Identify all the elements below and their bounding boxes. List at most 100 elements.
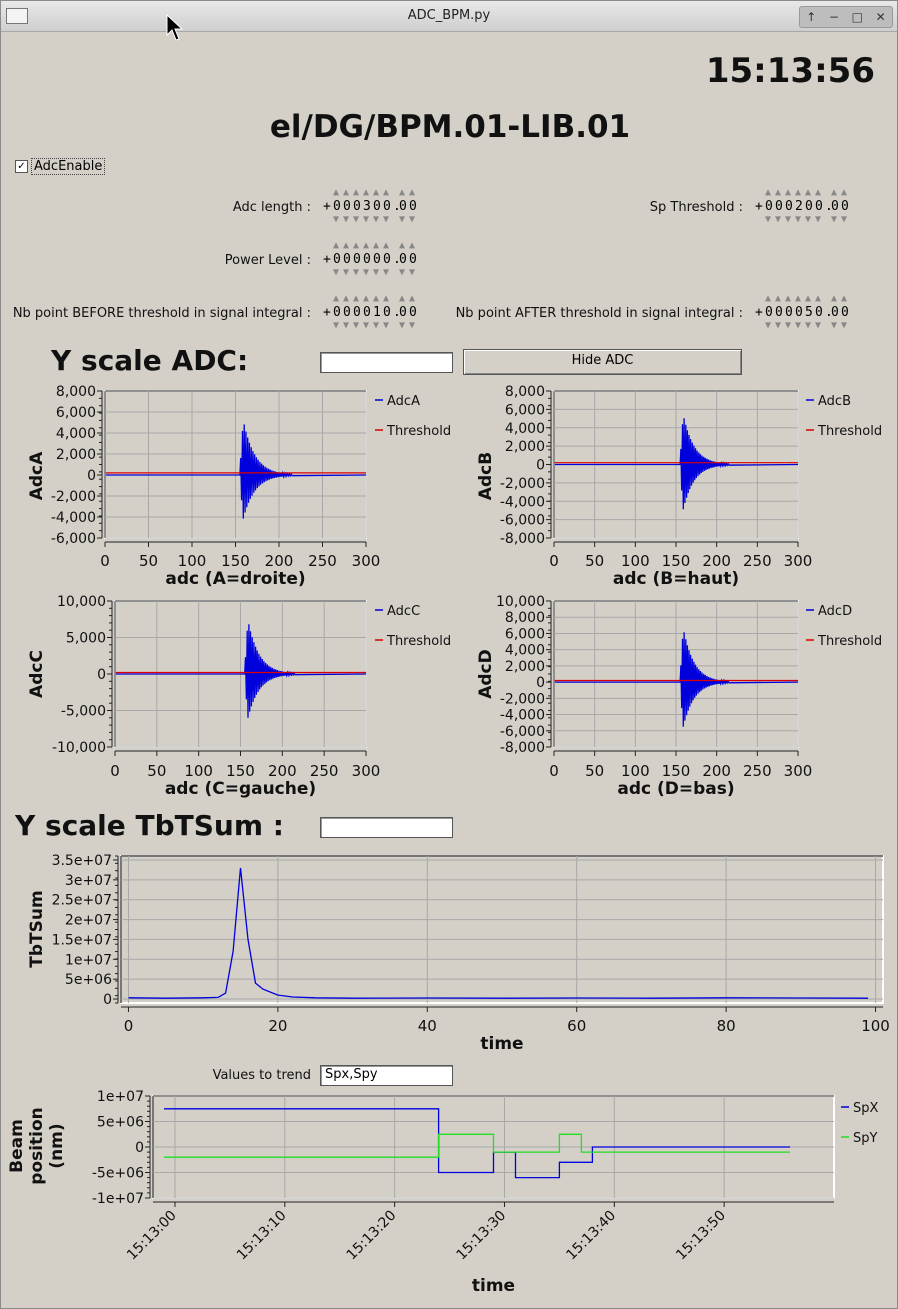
wheel-down-arrow-icon[interactable]: ▼ bbox=[343, 320, 350, 331]
wheel-up-arrow-icon[interactable]: ▲ bbox=[841, 293, 848, 304]
y-scale-adc-input[interactable] bbox=[320, 352, 453, 373]
wheel-up-arrow-icon[interactable]: ▲ bbox=[805, 293, 812, 304]
wheel-digit[interactable]: 0 bbox=[785, 199, 793, 214]
adc-a-plot[interactable]: 8,0006,0004,0002,0000-2,000-4,000-6,0000… bbox=[1, 381, 450, 593]
wheel-digit[interactable]: 0 bbox=[373, 252, 381, 267]
wheel-digit[interactable]: 0 bbox=[765, 199, 773, 214]
wheel-digit[interactable]: 5 bbox=[805, 305, 813, 320]
trend-input[interactable]: Spx,Spy bbox=[320, 1065, 453, 1086]
shade-icon[interactable]: ↑ bbox=[806, 10, 817, 24]
wheel-up-arrow-icon[interactable]: ▲ bbox=[383, 240, 390, 251]
wheel-down-arrow-icon[interactable]: ▼ bbox=[805, 214, 812, 225]
wheel-digit[interactable]: 0 bbox=[399, 252, 407, 267]
wheel-digit[interactable]: 0 bbox=[795, 305, 803, 320]
wheel-down-arrow-icon[interactable]: ▼ bbox=[815, 320, 822, 331]
window-menu-icon[interactable] bbox=[6, 8, 28, 24]
wheel-down-arrow-icon[interactable]: ▼ bbox=[343, 267, 350, 278]
y-scale-tbt-input[interactable] bbox=[320, 817, 453, 838]
wheel-digit[interactable]: 0 bbox=[343, 252, 351, 267]
wheel-down-arrow-icon[interactable]: ▼ bbox=[765, 214, 772, 225]
tbt-sum-plot[interactable]: 3.5e+07 3e+07 2.5e+07 2e+07 1.5e+07 1e+07 5e+0… bbox=[1, 847, 898, 1057]
wheel-up-arrow-icon[interactable]: ▲ bbox=[343, 293, 350, 304]
wheel-digit[interactable]: 0 bbox=[333, 305, 341, 320]
wheel-down-arrow-icon[interactable]: ▼ bbox=[795, 320, 802, 331]
wheel-digit[interactable]: 0 bbox=[353, 199, 361, 214]
wheel-up-arrow-icon[interactable]: ▲ bbox=[333, 293, 340, 304]
wheel-digit[interactable]: 0 bbox=[409, 305, 417, 320]
wheel-up-arrow-icon[interactable]: ▲ bbox=[363, 187, 370, 198]
wheel-up-arrow-icon[interactable]: ▲ bbox=[831, 293, 838, 304]
wheel-up-arrow-icon[interactable]: ▲ bbox=[333, 187, 340, 198]
wheel-up-arrow-icon[interactable]: ▲ bbox=[765, 293, 772, 304]
wheel-up-arrow-icon[interactable]: ▲ bbox=[815, 187, 822, 198]
wheel-digit[interactable]: 3 bbox=[363, 199, 371, 214]
wheel-digit[interactable]: 0 bbox=[805, 199, 813, 214]
wheel-down-arrow-icon[interactable]: ▼ bbox=[343, 214, 350, 225]
maximize-icon[interactable]: □ bbox=[851, 10, 863, 24]
wheel-digit[interactable]: 0 bbox=[399, 305, 407, 320]
wheel-digit[interactable]: 0 bbox=[333, 199, 341, 214]
wheel-up-arrow-icon[interactable]: ▲ bbox=[373, 187, 380, 198]
wheel-digit[interactable]: 0 bbox=[409, 252, 417, 267]
adc-enable-checkbox[interactable]: ✓ AdcEnable bbox=[15, 158, 106, 175]
wheel-digit[interactable]: 0 bbox=[383, 199, 391, 214]
wheel-digit[interactable]: 1 bbox=[373, 305, 381, 320]
wheel-down-arrow-icon[interactable]: ▼ bbox=[363, 320, 370, 331]
wheel-up-arrow-icon[interactable]: ▲ bbox=[373, 293, 380, 304]
minimize-icon[interactable]: − bbox=[828, 10, 840, 24]
wheel-down-arrow-icon[interactable]: ▼ bbox=[383, 320, 390, 331]
wheel-down-arrow-icon[interactable]: ▼ bbox=[333, 320, 340, 331]
wheel-up-arrow-icon[interactable]: ▲ bbox=[785, 187, 792, 198]
wheel-up-arrow-icon[interactable]: ▲ bbox=[841, 187, 848, 198]
adc-b-plot[interactable]: 8,000 6,000 4,000 2,000 0 -2,000 -4,000 -6,000 -… bbox=[450, 381, 898, 593]
wheel-digit[interactable]: 0 bbox=[775, 199, 783, 214]
wheel-down-arrow-icon[interactable]: ▼ bbox=[333, 214, 340, 225]
wheel-down-arrow-icon[interactable]: ▼ bbox=[841, 320, 848, 331]
wheel-digit[interactable]: 0 bbox=[841, 305, 849, 320]
wheel-digit[interactable]: 0 bbox=[333, 252, 341, 267]
wheel-down-arrow-icon[interactable]: ▼ bbox=[399, 320, 406, 331]
wheel-up-arrow-icon[interactable]: ▲ bbox=[353, 293, 360, 304]
wheel-down-arrow-icon[interactable]: ▼ bbox=[363, 267, 370, 278]
wheel-digit[interactable]: 0 bbox=[383, 252, 391, 267]
wheel-up-arrow-icon[interactable]: ▲ bbox=[409, 240, 416, 251]
wheel-up-arrow-icon[interactable]: ▲ bbox=[399, 240, 406, 251]
wheel-down-arrow-icon[interactable]: ▼ bbox=[353, 320, 360, 331]
wheel-up-arrow-icon[interactable]: ▲ bbox=[343, 187, 350, 198]
wheel-down-arrow-icon[interactable]: ▼ bbox=[353, 267, 360, 278]
wheel-up-arrow-icon[interactable]: ▲ bbox=[383, 293, 390, 304]
wheel-digit[interactable]: 2 bbox=[795, 199, 803, 214]
wheel-up-arrow-icon[interactable]: ▲ bbox=[409, 293, 416, 304]
wheel-down-arrow-icon[interactable]: ▼ bbox=[775, 214, 782, 225]
wheel-digit[interactable]: 0 bbox=[831, 199, 839, 214]
wheel-digit[interactable]: 0 bbox=[373, 199, 381, 214]
wheel-up-arrow-icon[interactable]: ▲ bbox=[409, 187, 416, 198]
wheel-up-arrow-icon[interactable]: ▲ bbox=[815, 293, 822, 304]
wheel-down-arrow-icon[interactable]: ▼ bbox=[383, 214, 390, 225]
wheel-down-arrow-icon[interactable]: ▼ bbox=[831, 320, 838, 331]
wheel-digit[interactable]: 0 bbox=[841, 199, 849, 214]
wheel-down-arrow-icon[interactable]: ▼ bbox=[353, 214, 360, 225]
wheel-digit[interactable]: 0 bbox=[383, 305, 391, 320]
wheel-up-arrow-icon[interactable]: ▲ bbox=[363, 240, 370, 251]
wheel-up-arrow-icon[interactable]: ▲ bbox=[399, 293, 406, 304]
wheel-up-arrow-icon[interactable]: ▲ bbox=[795, 293, 802, 304]
wheel-up-arrow-icon[interactable]: ▲ bbox=[353, 187, 360, 198]
wheel-down-arrow-icon[interactable]: ▼ bbox=[373, 267, 380, 278]
wheel-down-arrow-icon[interactable]: ▼ bbox=[383, 267, 390, 278]
wheel-digit[interactable]: 0 bbox=[363, 252, 371, 267]
wheel-down-arrow-icon[interactable]: ▼ bbox=[399, 214, 406, 225]
wheel-digit[interactable]: 0 bbox=[343, 199, 351, 214]
wheel-down-arrow-icon[interactable]: ▼ bbox=[805, 320, 812, 331]
wheel-digit[interactable]: 0 bbox=[353, 305, 361, 320]
adc-d-plot[interactable]: 10,0008,0006,0004,0002,0000-2,000-4,000-… bbox=[450, 593, 898, 803]
title-bar[interactable]: ADC_BPM.py ↑ − □ ✕ bbox=[1, 1, 897, 32]
checkmark-icon[interactable]: ✓ bbox=[15, 160, 28, 173]
hide-adc-button[interactable]: Hide ADC bbox=[463, 349, 742, 375]
wheel-up-arrow-icon[interactable]: ▲ bbox=[805, 187, 812, 198]
close-icon[interactable]: ✕ bbox=[875, 10, 886, 24]
wheel-down-arrow-icon[interactable]: ▼ bbox=[333, 267, 340, 278]
wheel-up-arrow-icon[interactable]: ▲ bbox=[785, 293, 792, 304]
wheel-down-arrow-icon[interactable]: ▼ bbox=[409, 320, 416, 331]
